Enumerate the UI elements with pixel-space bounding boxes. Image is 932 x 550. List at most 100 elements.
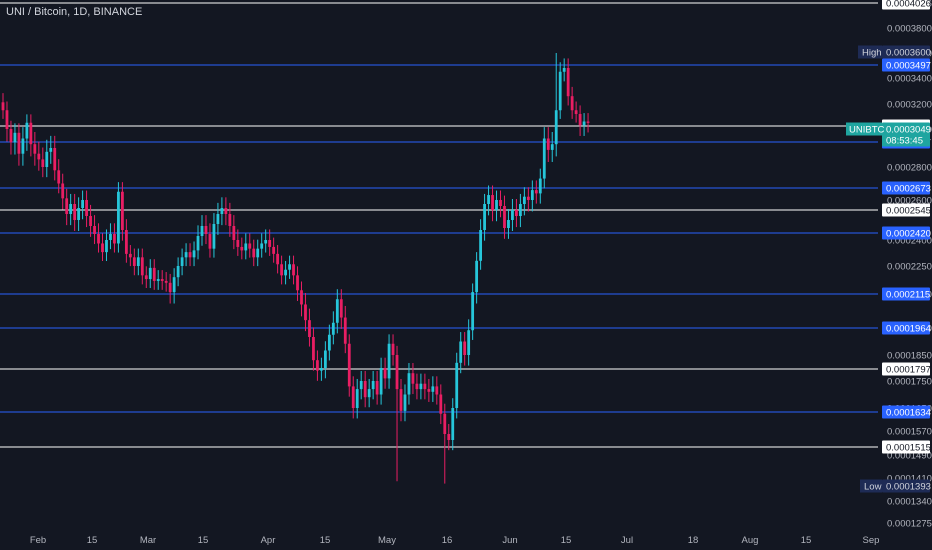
candle[interactable] — [407, 363, 411, 405]
candle[interactable] — [5, 101, 9, 142]
candle[interactable] — [383, 357, 387, 389]
candle[interactable] — [124, 219, 128, 263]
candle[interactable] — [355, 378, 359, 419]
candle[interactable] — [415, 373, 419, 400]
candle[interactable] — [379, 357, 383, 405]
candle[interactable] — [471, 283, 475, 340]
candle[interactable] — [53, 135, 57, 181]
candle[interactable] — [312, 327, 315, 371]
candle[interactable] — [128, 245, 132, 267]
candle[interactable] — [109, 223, 112, 250]
candle[interactable] — [515, 198, 518, 228]
candle[interactable] — [97, 223, 100, 253]
candle[interactable] — [156, 270, 160, 290]
candle[interactable] — [288, 255, 291, 279]
candle[interactable] — [292, 255, 295, 285]
candle[interactable] — [136, 248, 140, 276]
candle[interactable] — [391, 334, 395, 366]
candle[interactable] — [479, 219, 482, 270]
candle[interactable] — [439, 384, 443, 425]
candle[interactable] — [427, 378, 431, 402]
candle[interactable] — [375, 370, 379, 405]
candle[interactable] — [160, 270, 164, 290]
candle[interactable] — [403, 384, 407, 422]
candle[interactable] — [192, 241, 196, 267]
candle[interactable] — [459, 332, 463, 374]
candle[interactable] — [503, 195, 506, 239]
candle[interactable] — [419, 373, 423, 400]
candle[interactable] — [526, 187, 530, 212]
candle[interactable] — [367, 378, 371, 408]
candle[interactable] — [323, 341, 327, 379]
candle[interactable] — [212, 213, 216, 258]
candle[interactable] — [73, 193, 77, 231]
candle[interactable] — [316, 350, 319, 381]
candle[interactable] — [443, 403, 447, 484]
candle[interactable] — [570, 86, 574, 119]
candle[interactable] — [343, 305, 347, 354]
candle[interactable] — [327, 324, 331, 361]
candle[interactable] — [455, 352, 459, 419]
candle[interactable] — [208, 223, 212, 258]
candle[interactable] — [65, 188, 69, 226]
candle[interactable] — [216, 202, 220, 235]
candle[interactable] — [387, 334, 391, 389]
candle[interactable] — [499, 190, 502, 218]
candle[interactable] — [522, 187, 526, 216]
candle[interactable] — [140, 248, 144, 285]
candle[interactable] — [184, 243, 188, 267]
candle[interactable] — [224, 197, 228, 226]
candle[interactable] — [101, 233, 104, 262]
candle[interactable] — [25, 114, 29, 151]
candle[interactable] — [69, 193, 73, 226]
candle[interactable] — [228, 202, 232, 237]
candle[interactable] — [399, 378, 403, 422]
candle[interactable] — [511, 198, 514, 231]
candle[interactable] — [363, 370, 367, 408]
candle[interactable] — [105, 229, 108, 262]
candle[interactable] — [411, 363, 415, 395]
candle[interactable] — [93, 215, 96, 245]
candle[interactable] — [435, 376, 439, 405]
candle[interactable] — [200, 215, 204, 246]
candle[interactable] — [582, 113, 586, 136]
candle[interactable] — [431, 376, 435, 402]
candle[interactable] — [586, 113, 590, 133]
candle[interactable] — [530, 180, 534, 212]
candle[interactable] — [320, 357, 323, 381]
candle[interactable] — [359, 370, 363, 400]
candle[interactable] — [176, 257, 180, 287]
candle[interactable] — [196, 225, 200, 260]
candle[interactable] — [121, 182, 124, 241]
candle[interactable] — [236, 229, 240, 256]
candle[interactable] — [152, 259, 156, 290]
candle[interactable] — [204, 215, 208, 245]
candle[interactable] — [17, 123, 21, 166]
candle[interactable] — [347, 334, 351, 397]
candle[interactable] — [29, 114, 33, 157]
candle[interactable] — [308, 308, 311, 347]
candle[interactable] — [89, 204, 92, 237]
candle[interactable] — [81, 190, 84, 220]
candle[interactable] — [558, 62, 562, 119]
candle[interactable] — [13, 123, 17, 155]
candle[interactable] — [371, 370, 375, 400]
candle[interactable] — [41, 147, 45, 178]
candle[interactable] — [284, 260, 287, 285]
candle[interactable] — [538, 168, 542, 204]
candle[interactable] — [566, 58, 570, 106]
candle[interactable] — [220, 197, 224, 226]
candle[interactable] — [495, 190, 498, 222]
candle[interactable] — [268, 229, 272, 256]
candle[interactable] — [491, 185, 494, 222]
candle[interactable] — [483, 193, 486, 241]
candle[interactable] — [148, 259, 152, 289]
candle[interactable] — [475, 252, 479, 304]
candle[interactable] — [132, 248, 136, 276]
candle[interactable] — [9, 120, 13, 155]
candle[interactable] — [304, 293, 307, 332]
candle[interactable] — [113, 223, 116, 253]
candle[interactable] — [463, 332, 467, 366]
candle[interactable] — [467, 319, 471, 366]
